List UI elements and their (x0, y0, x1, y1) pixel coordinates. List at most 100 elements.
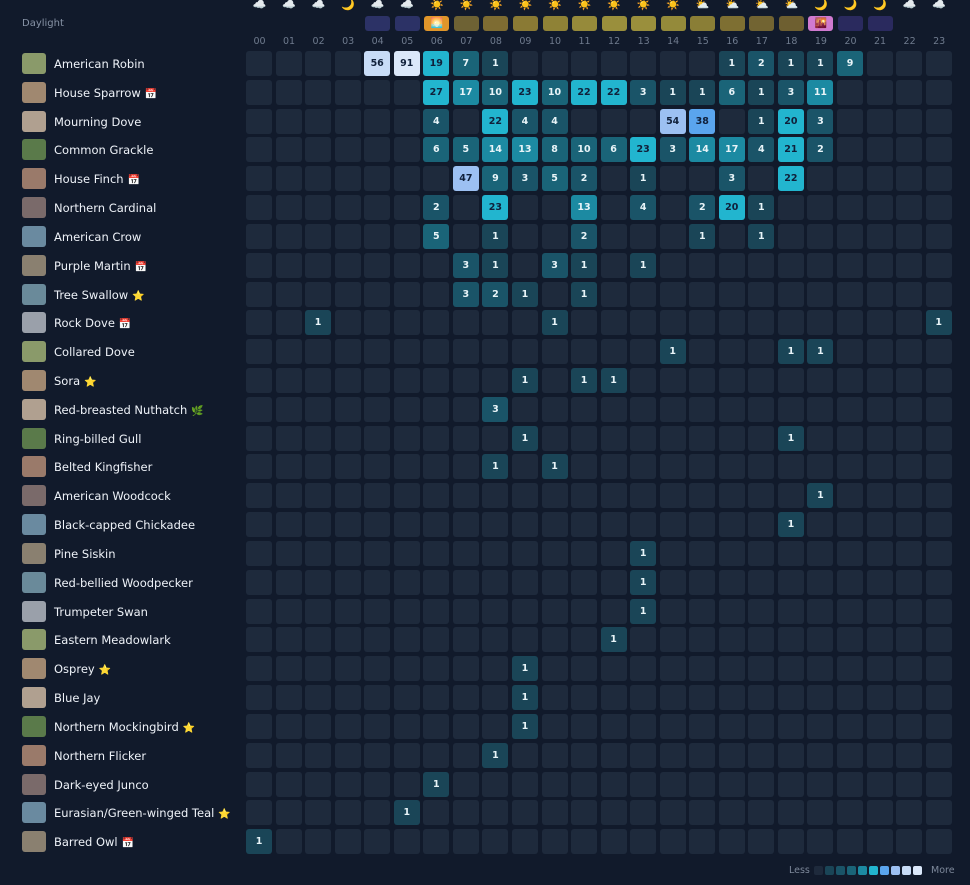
bird-avatar (22, 53, 46, 74)
empty-cell (600, 51, 627, 76)
empty-cell (452, 713, 479, 739)
empty-cell (689, 339, 716, 365)
empty-cell (925, 51, 952, 76)
daylight-bar (778, 16, 804, 31)
empty-cell (334, 454, 361, 480)
empty-cell (452, 627, 479, 653)
empty-cell (896, 339, 923, 365)
empty-cell (896, 540, 923, 566)
count-cell: 1 (600, 627, 627, 653)
empty-cell (482, 598, 509, 624)
empty-cell (807, 396, 834, 422)
empty-cell (305, 223, 332, 249)
daylight-bar (572, 16, 598, 31)
count-cell: 1 (482, 223, 509, 249)
empty-cell (423, 166, 450, 192)
empty-cell (748, 368, 775, 394)
empty-cell (600, 512, 627, 538)
empty-cell (689, 540, 716, 566)
species-name: Tree Swallow ⭐ (54, 288, 145, 304)
weather-icon: ☁️ (282, 0, 296, 11)
empty-cell (393, 454, 420, 480)
empty-cell (393, 713, 420, 739)
count-cell: 1 (511, 281, 538, 307)
empty-cell (482, 627, 509, 653)
species-name: House Sparrow 📅 (54, 86, 157, 102)
empty-cell (600, 598, 627, 624)
hour-label: 07 (460, 36, 473, 47)
empty-cell (925, 771, 952, 797)
empty-cell (807, 368, 834, 394)
empty-cell (305, 685, 332, 711)
empty-cell (777, 454, 804, 480)
count-cell: 1 (630, 598, 657, 624)
weather-icon: ☁️ (400, 0, 415, 11)
empty-cell (452, 800, 479, 826)
empty-cell (511, 252, 538, 278)
empty-cell (246, 281, 272, 307)
count-cell: 1 (807, 51, 834, 76)
empty-cell (275, 368, 302, 394)
empty-cell (423, 656, 450, 682)
empty-cell (334, 281, 361, 307)
empty-cell (305, 137, 332, 163)
empty-cell (305, 166, 332, 192)
empty-cell (275, 425, 302, 451)
empty-cell (600, 166, 627, 192)
empty-cell (364, 310, 391, 336)
species-label: Osprey (54, 662, 95, 677)
count-cell: 2 (482, 281, 509, 307)
species-label: American Robin (54, 57, 145, 71)
empty-cell (334, 252, 361, 278)
count-cell: 3 (452, 252, 479, 278)
empty-cell (718, 713, 745, 739)
empty-cell (305, 51, 332, 76)
empty-cell (334, 800, 361, 826)
empty-cell (364, 396, 391, 422)
count-cell: 19 (423, 51, 450, 76)
empty-cell (452, 483, 479, 509)
species-badge: ⭐ (218, 809, 231, 821)
species-label: Belted Kingfisher (54, 460, 153, 475)
empty-cell (807, 252, 834, 278)
empty-cell (305, 368, 332, 394)
empty-cell (689, 483, 716, 509)
species-label: American Woodcock (54, 489, 171, 504)
bird-avatar (22, 341, 46, 363)
empty-cell (452, 339, 479, 365)
weather-icon: ⛅ (754, 0, 769, 11)
legend-swatch (891, 866, 900, 875)
empty-cell (364, 195, 391, 221)
empty-cell (393, 223, 420, 249)
empty-cell (511, 483, 538, 509)
empty-cell (896, 223, 923, 249)
empty-cell (364, 569, 391, 595)
daylight-bar (453, 16, 479, 31)
empty-cell (896, 368, 923, 394)
count-cell: 5 (541, 166, 568, 192)
empty-cell (452, 569, 479, 595)
legend-swatch (869, 866, 878, 875)
empty-cell (807, 166, 834, 192)
empty-cell (364, 339, 391, 365)
empty-cell (689, 771, 716, 797)
empty-cell (305, 339, 332, 365)
empty-cell (334, 396, 361, 422)
empty-cell (511, 829, 538, 855)
empty-cell (925, 800, 952, 826)
species-badge: 📅 (134, 261, 148, 273)
count-cell: 4 (511, 108, 538, 134)
empty-cell (925, 829, 952, 855)
empty-cell (511, 569, 538, 595)
empty-cell (246, 742, 272, 768)
bird-avatar (22, 514, 46, 536)
empty-cell (925, 368, 952, 394)
empty-cell (777, 310, 804, 336)
empty-cell (423, 281, 450, 307)
empty-cell (571, 512, 598, 538)
empty-cell (748, 339, 775, 365)
empty-cell (896, 627, 923, 653)
empty-cell (393, 829, 420, 855)
species-badge: 📅 (121, 838, 135, 850)
hour-label: 20 (844, 36, 857, 47)
